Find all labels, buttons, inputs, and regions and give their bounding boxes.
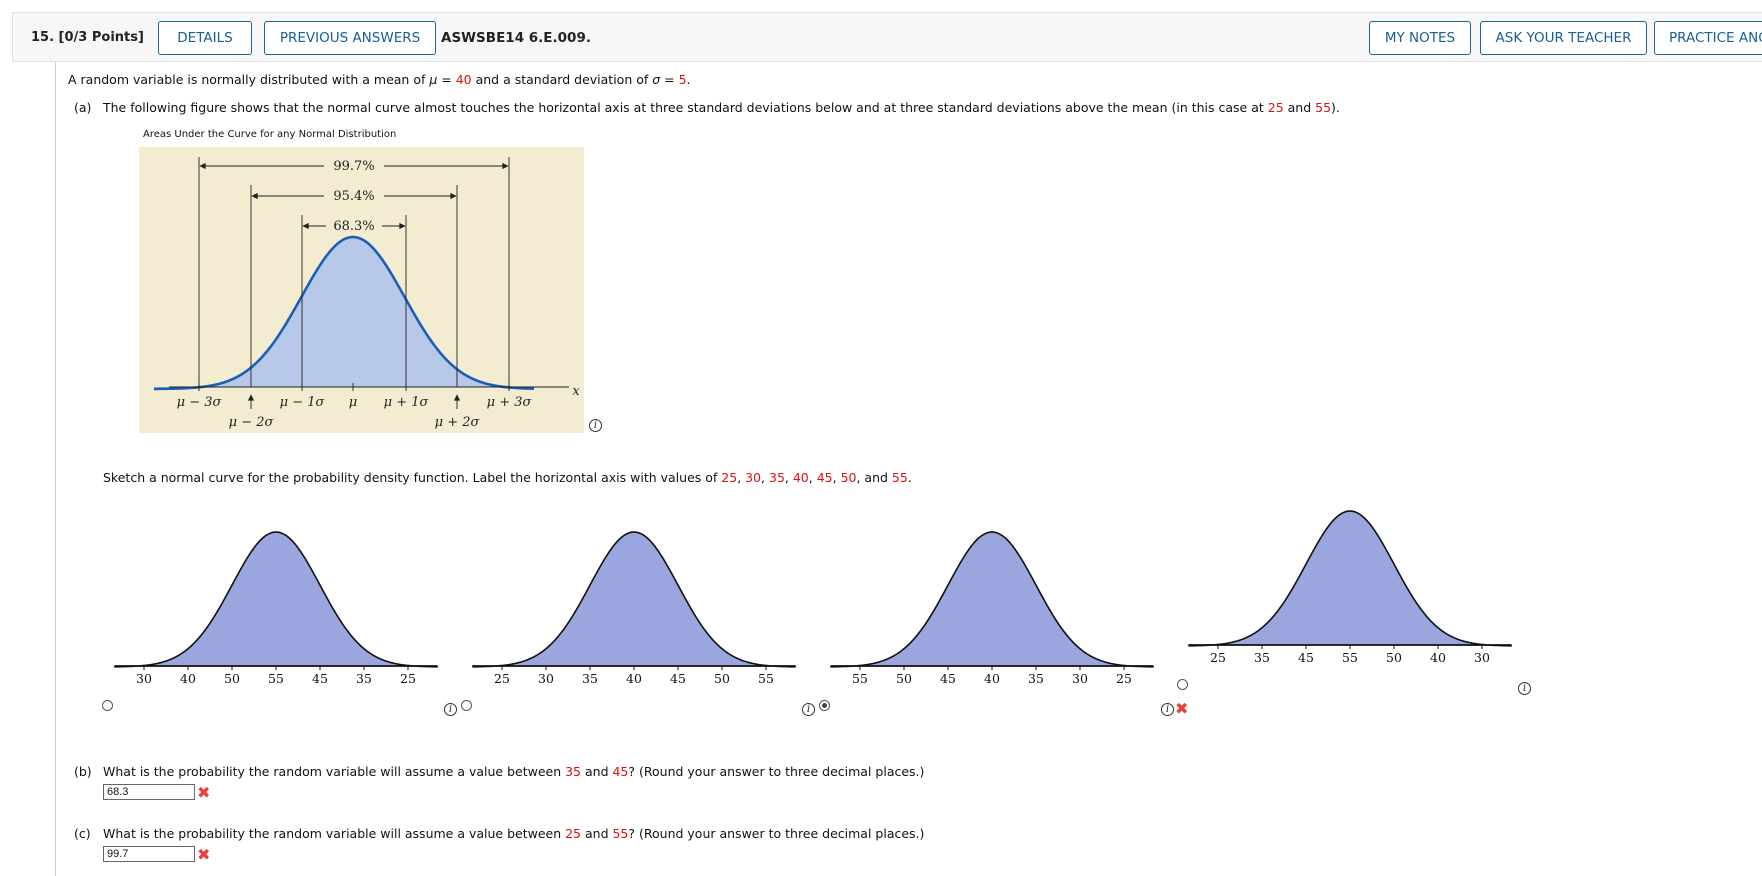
label-mu-plus-3sigma: μ + 3σ — [487, 395, 533, 410]
option-2-tick: 30 — [538, 671, 554, 686]
option-2-tick: 45 — [670, 671, 686, 686]
option-2-tick: 40 — [626, 671, 642, 686]
option-3-radio[interactable] — [819, 700, 830, 711]
part-b-label: (b) — [74, 764, 92, 779]
part-a-wrong-icon: ✖ — [1175, 699, 1189, 718]
option-4-tick: 55 — [1342, 650, 1358, 665]
label-mu-minus-3sigma: μ − 3σ — [177, 395, 223, 410]
sd-value: 5 — [678, 72, 687, 87]
option-4-tick: 50 — [1386, 650, 1402, 665]
figure-caption: Areas Under the Curve for any Normal Dis… — [143, 129, 397, 140]
option-1-info-icon[interactable]: i — [444, 703, 457, 716]
label-mu-plus-1sigma: μ + 1σ — [384, 395, 430, 410]
details-button[interactable]: DETAILS — [158, 21, 252, 55]
part-c-answer-input[interactable]: 99.7 — [103, 846, 195, 862]
option-2-curve — [472, 531, 796, 668]
option-1-tick: 35 — [356, 671, 372, 686]
practice-another-button[interactable]: PRACTICE ANOTHER — [1654, 21, 1762, 55]
ask-your-teacher-button[interactable]: ASK YOUR TEACHER — [1480, 21, 1647, 55]
option-4-radio[interactable] — [1177, 679, 1188, 690]
curve-fill — [154, 237, 535, 389]
option-3-tick: 30 — [1072, 671, 1088, 686]
label-mu-plus-2sigma: μ + 2σ — [435, 415, 481, 430]
part-c-text: What is the probability the random varia… — [103, 826, 925, 841]
option-3-tick: 35 — [1028, 671, 1044, 686]
option-4-info-icon[interactable]: i — [1518, 682, 1531, 695]
mean-value: 40 — [455, 72, 472, 87]
label-99-7: 99.7% — [333, 159, 374, 174]
my-notes-button[interactable]: MY NOTES — [1369, 21, 1471, 55]
question-id: ASWSBE14 6.E.009. — [441, 30, 591, 46]
question-title: 15. [0/3 Points] — [31, 30, 144, 45]
option-1-graph[interactable]: 30 40 50 55 45 35 25 — [113, 526, 439, 696]
option-2-tick: 55 — [758, 671, 774, 686]
option-3-tick: 50 — [896, 671, 912, 686]
part-a-label: (a) — [74, 100, 92, 115]
label-mu-minus-1sigma: μ − 1σ — [280, 395, 326, 410]
part-b-answer-input[interactable]: 68.3 — [103, 784, 195, 800]
part-a-text: The following figure shows that the norm… — [103, 100, 1340, 115]
sketch-prompt: Sketch a normal curve for the probabilit… — [103, 470, 912, 485]
option-1-tick: 25 — [400, 671, 416, 686]
intro-text: A random variable is normally distribute… — [68, 72, 691, 87]
option-2-graph[interactable]: 25 30 35 40 45 50 55 — [471, 526, 797, 696]
option-1-tick: 30 — [136, 671, 152, 686]
part-b-wrong-icon: ✖ — [197, 783, 211, 802]
option-2-radio[interactable] — [461, 700, 472, 711]
option-2-info-icon[interactable]: i — [802, 703, 815, 716]
option-1-curve — [114, 531, 438, 668]
normal-curve — [153, 235, 535, 391]
option-3-graph[interactable]: 55 50 45 40 35 30 25 — [829, 526, 1155, 696]
label-mu-minus-2sigma: μ − 2σ — [229, 415, 275, 430]
label-95-4: 95.4% — [333, 189, 374, 204]
content-left-border — [55, 62, 56, 876]
option-4-tick: 40 — [1430, 650, 1446, 665]
option-4-tick: 35 — [1254, 650, 1270, 665]
normal-areas-figure: 99.7% 95.4% 68.3% μ − 3σ μ − 1σ μ μ + 1σ… — [139, 147, 584, 433]
option-3-tick: 45 — [940, 671, 956, 686]
option-2-tick: 25 — [494, 671, 510, 686]
option-1-tick: 40 — [180, 671, 196, 686]
figure-info-icon[interactable]: i — [589, 419, 602, 432]
option-4-tick: 30 — [1474, 650, 1490, 665]
option-3-tick: 55 — [852, 671, 868, 686]
option-4-graph[interactable]: 25 35 45 55 50 40 30 — [1187, 505, 1513, 675]
label-x-axis: x — [572, 384, 580, 399]
label-68-3: 68.3% — [333, 219, 374, 234]
option-2-tick: 35 — [582, 671, 598, 686]
option-3-curve — [830, 531, 1154, 668]
option-1-radio[interactable] — [102, 700, 113, 711]
option-3-tick: 25 — [1116, 671, 1132, 686]
question-header: 15. [0/3 Points] DETAILS PREVIOUS ANSWER… — [12, 12, 1762, 62]
option-3-info-icon[interactable]: i — [1161, 703, 1174, 716]
option-1-tick: 55 — [268, 671, 284, 686]
option-1-tick: 45 — [312, 671, 328, 686]
option-2-tick: 50 — [714, 671, 730, 686]
part-c-wrong-icon: ✖ — [197, 845, 211, 864]
option-4-tick: 45 — [1298, 650, 1314, 665]
label-mu: μ — [349, 395, 357, 410]
part-b-text: What is the probability the random varia… — [103, 764, 925, 779]
part-c-label: (c) — [74, 826, 91, 841]
previous-answers-button[interactable]: PREVIOUS ANSWERS — [264, 21, 436, 55]
option-1-tick: 50 — [224, 671, 240, 686]
option-4-tick: 25 — [1210, 650, 1226, 665]
option-4-curve — [1188, 510, 1512, 647]
option-3-tick: 40 — [984, 671, 1000, 686]
